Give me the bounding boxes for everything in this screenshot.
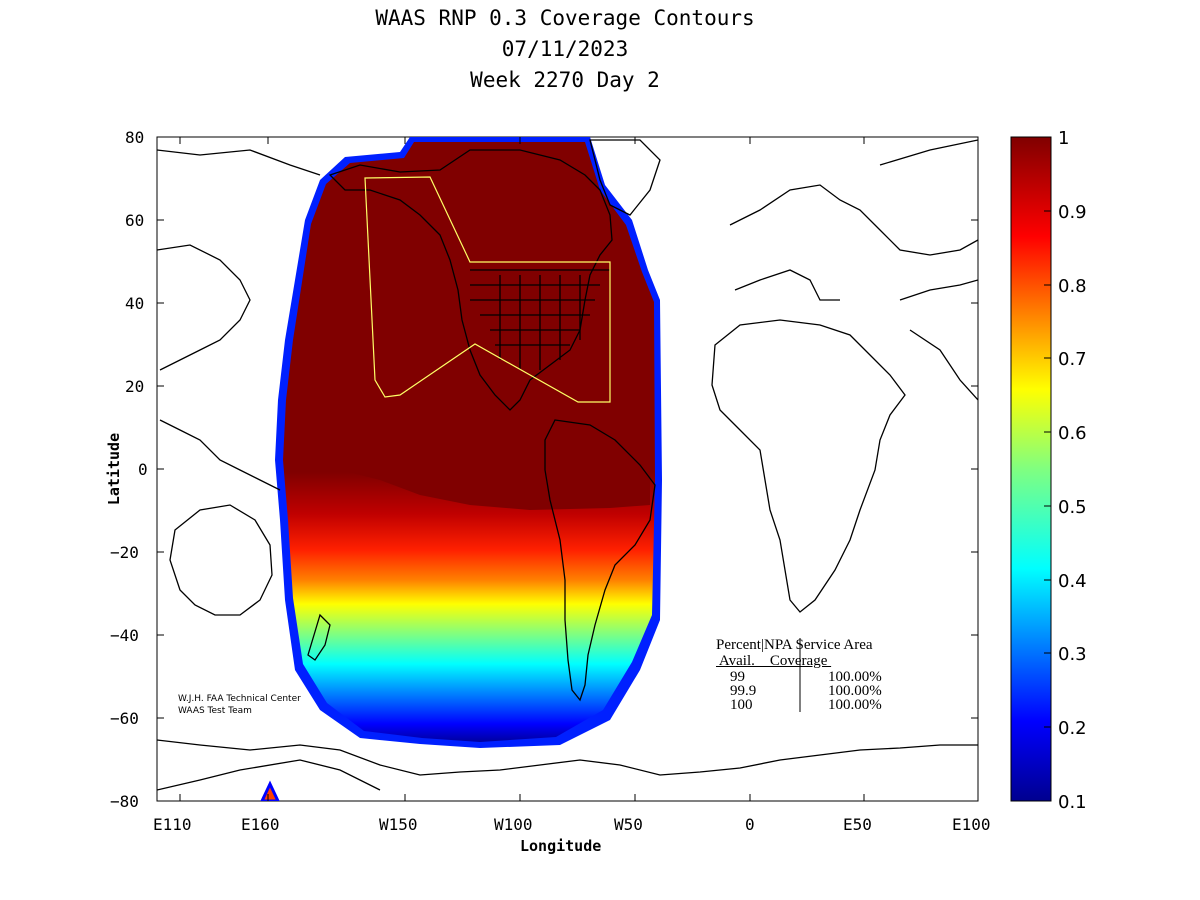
x-tick-label: W150 <box>379 815 418 834</box>
legend-coverage: 100.00% <box>828 697 882 713</box>
colorbar-tick-label: 0.6 <box>1058 423 1087 444</box>
x-tick-label: W50 <box>614 815 643 834</box>
colorbar-tick-label: 0.3 <box>1058 644 1087 665</box>
legend-header: Percent|NPA Service Area <box>716 637 873 653</box>
coastlines <box>157 139 978 791</box>
colorbar-tick-label: 1 <box>1058 128 1070 149</box>
colorbar-ticks <box>1044 210 1051 728</box>
colorbar <box>1010 136 1052 802</box>
x-tick-label: 0 <box>745 815 755 834</box>
credit-line2: WAAS Test Team <box>178 706 252 716</box>
y-tick-label: 40 <box>125 294 145 313</box>
y-tick-label: 60 <box>125 211 145 230</box>
y-axis-label: Latitude <box>105 432 124 506</box>
colorbar-tick-label: 0.4 <box>1058 571 1087 592</box>
y-tick-label: −60 <box>110 709 139 728</box>
y-tick-label: 20 <box>125 377 145 396</box>
y-tick-label: −20 <box>110 543 139 562</box>
coverage-spot <box>260 780 280 801</box>
x-tick-label: E50 <box>843 815 872 834</box>
legend-avail: 100 <box>730 697 753 713</box>
colorbar-tick-label: 0.9 <box>1058 202 1087 223</box>
legend-subheader: Avail. Coverage <box>716 653 832 669</box>
colorbar-tick-label: 0.7 <box>1058 349 1087 370</box>
chart-title-date: 07/11/2023 <box>501 37 629 61</box>
colorbar-tick-label: 0.8 <box>1058 276 1087 297</box>
colorbar-tick-label: 0.2 <box>1058 718 1087 739</box>
colorbar-tick-label: 0.5 <box>1058 497 1087 518</box>
coverage-core <box>294 148 650 510</box>
y-tick-label: 0 <box>138 460 148 479</box>
legend-coverage: 100.00% <box>828 683 882 699</box>
chart-title-line1: WAAS RNP 0.3 Coverage Contours <box>375 6 755 30</box>
y-tick-label: −80 <box>110 792 139 811</box>
legend-avail: 99 <box>730 669 745 685</box>
x-tick-label: E160 <box>241 815 280 834</box>
x-tick-label: W100 <box>494 815 533 834</box>
x-axis-label: Longitude <box>520 837 602 855</box>
npa-service-area-outline <box>364 176 611 403</box>
credit-line1: W.J.H. FAA Technical Center <box>178 694 301 704</box>
legend-avail: 99.9 <box>730 683 757 699</box>
chart-title-week: Week 2270 Day 2 <box>470 68 660 92</box>
y-tick-label: 80 <box>125 128 145 147</box>
axis-ticks <box>157 137 978 801</box>
x-tick-label: E110 <box>153 815 192 834</box>
colorbar-tick-label: 0.1 <box>1058 792 1087 813</box>
legend-coverage: 100.00% <box>828 669 882 685</box>
x-tick-label: E100 <box>952 815 991 834</box>
y-tick-label: −40 <box>110 626 139 645</box>
